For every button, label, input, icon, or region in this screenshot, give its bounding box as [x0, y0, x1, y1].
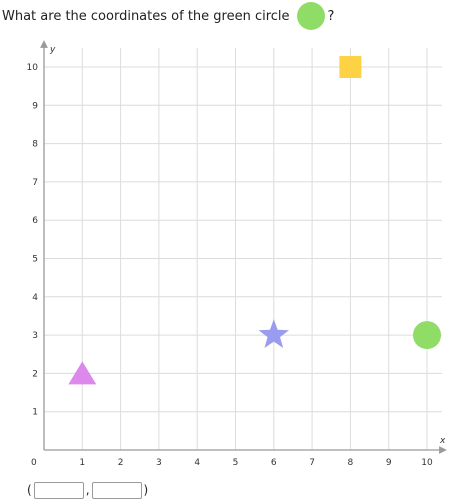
y-coordinate-input[interactable] [91, 481, 142, 499]
shapes-layer [68, 56, 441, 385]
open-paren: ( [27, 483, 32, 497]
coordinate-grid: x y 0 1 2 3 4 5 6 7 8 9 10 1 2 3 4 5 6 7 8 9 10 [27, 40, 447, 468]
axes: x y 0 [31, 40, 447, 468]
green-circle-icon [296, 2, 325, 30]
y-tick-label: 4 [32, 293, 38, 303]
x-tick-label: 2 [118, 458, 124, 468]
y-tick-label: 6 [32, 216, 38, 226]
x-tick-label: 5 [233, 458, 239, 468]
x-tick-label: 6 [271, 458, 277, 468]
x-axis-label: x [439, 436, 446, 446]
y-tick-label: 5 [32, 255, 38, 265]
x-tick-label: 3 [156, 458, 162, 468]
x-coordinate-input[interactable] [33, 481, 84, 499]
grid-lines [44, 48, 442, 450]
y-axis-label: y [49, 45, 56, 55]
x-tick-label: 10 [421, 458, 433, 468]
x-tick-label: 1 [79, 458, 85, 468]
comma: , [85, 483, 90, 497]
x-tick-label: 8 [348, 458, 354, 468]
question-text: What are the coordinates of the green ci… [2, 2, 335, 30]
tick-labels: 1 2 3 4 5 6 7 8 9 10 1 2 3 4 5 6 7 8 9 10 [27, 63, 433, 468]
y-tick-label: 1 [32, 408, 38, 418]
y-tick-label: 10 [27, 63, 39, 73]
y-tick-label: 3 [32, 331, 38, 341]
y-tick-label: 8 [32, 140, 38, 150]
question-suffix: ? [327, 8, 335, 24]
close-paren: ) [143, 483, 149, 497]
x-tick-label: 9 [386, 458, 392, 468]
question-prefix: What are the coordinates of the green ci… [2, 8, 290, 24]
magenta-triangle [68, 361, 97, 385]
purple-star [258, 319, 289, 348]
y-tick-label: 9 [32, 101, 38, 111]
x-tick-label: 4 [194, 458, 200, 468]
yellow-square [339, 56, 362, 78]
green-circle [413, 321, 441, 350]
origin-label: 0 [31, 458, 37, 468]
x-tick-label: 7 [309, 458, 315, 468]
y-tick-label: 7 [32, 178, 38, 188]
answer-row: ( , ) [27, 480, 148, 500]
y-tick-label: 2 [32, 369, 38, 379]
